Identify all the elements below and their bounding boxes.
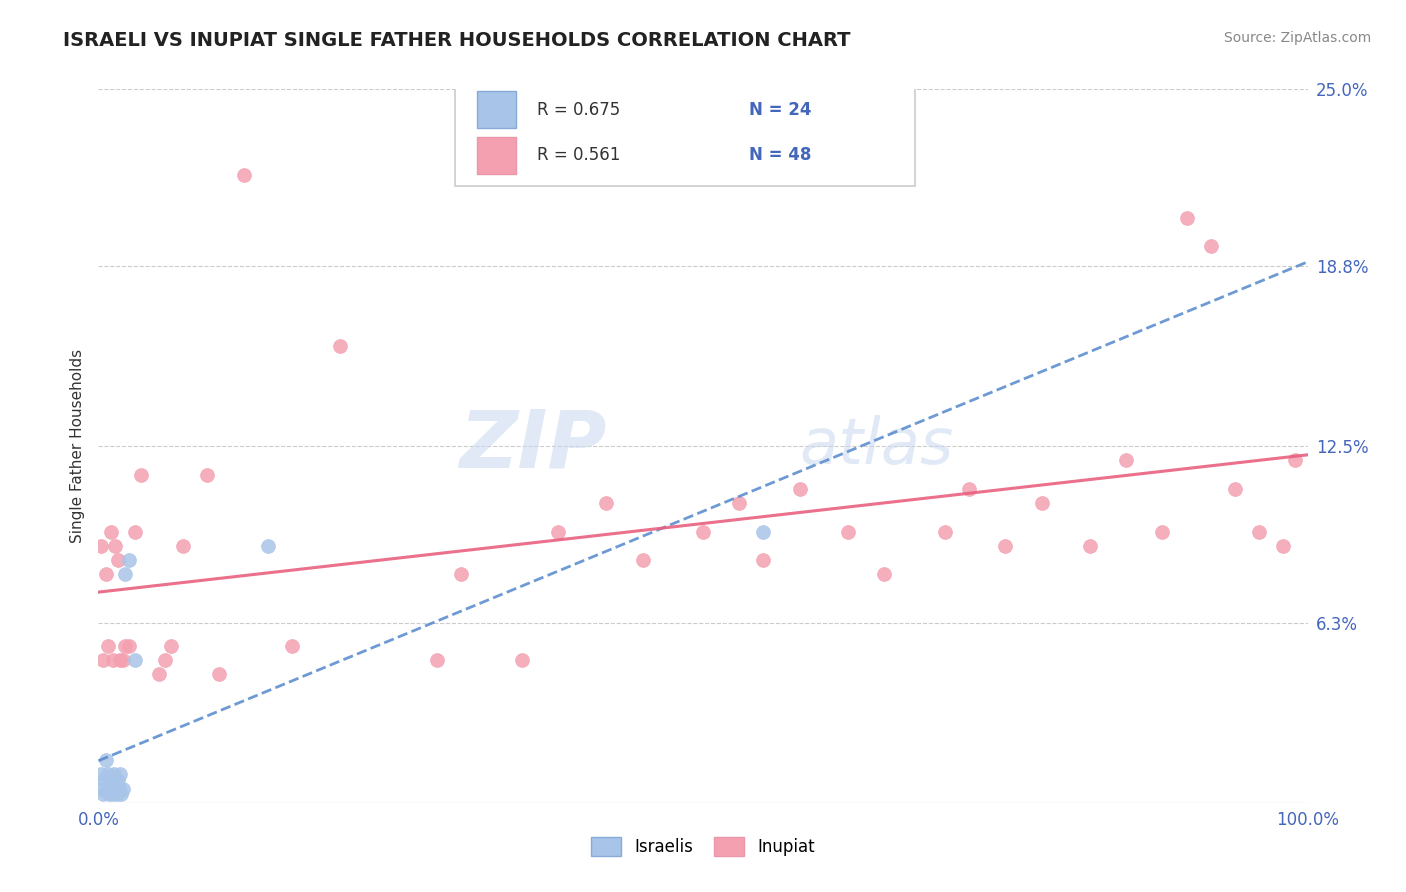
Point (129, 467, 152, 482)
Point (103, 767, 125, 781)
Text: R = 0.675: R = 0.675 (537, 101, 620, 119)
Point (1115, 453, 1137, 467)
Point (97, 639, 120, 653)
Point (232, 168, 254, 182)
Point (789, 482, 811, 496)
Point (547, 524, 569, 539)
Legend: Israelis, Inupiat: Israelis, Inupiat (582, 827, 824, 866)
Text: N = 48: N = 48 (749, 146, 811, 164)
Point (1249, 524, 1271, 539)
Point (96, 781, 118, 796)
Point (91, 787, 114, 801)
Point (692, 524, 714, 539)
Point (90, 539, 112, 553)
Point (1175, 211, 1198, 225)
Text: N = 24: N = 24 (749, 101, 811, 119)
Point (281, 639, 304, 653)
Point (114, 639, 136, 653)
Point (93, 772, 115, 787)
Point (97, 767, 120, 781)
Point (94, 567, 117, 582)
Point (90, 767, 112, 781)
Point (98, 787, 121, 801)
Point (107, 772, 129, 787)
Point (595, 496, 617, 510)
Point (114, 567, 136, 582)
Point (1078, 539, 1101, 553)
Point (195, 467, 218, 482)
FancyBboxPatch shape (477, 136, 516, 174)
Point (91, 653, 114, 667)
Point (994, 539, 1017, 553)
Point (107, 553, 129, 567)
Text: Source: ZipAtlas.com: Source: ZipAtlas.com (1223, 31, 1371, 45)
Text: ISRAELI VS INUPIAT SINGLE FATHER HOUSEHOLDS CORRELATION CHART: ISRAELI VS INUPIAT SINGLE FATHER HOUSEHO… (63, 31, 851, 50)
Point (1284, 453, 1306, 467)
Point (752, 553, 775, 567)
Point (153, 653, 176, 667)
Point (728, 496, 751, 510)
Point (104, 781, 127, 796)
FancyBboxPatch shape (456, 87, 915, 186)
Point (426, 653, 449, 667)
Point (91, 781, 114, 796)
Point (208, 667, 231, 681)
Text: R = 0.561: R = 0.561 (537, 146, 620, 164)
Point (105, 787, 128, 801)
Point (1152, 524, 1174, 539)
Text: atlas: atlas (800, 415, 955, 477)
Point (108, 767, 131, 781)
Point (101, 653, 124, 667)
Point (450, 567, 472, 582)
Point (111, 653, 134, 667)
Text: ZIP: ZIP (458, 407, 606, 485)
Point (124, 653, 146, 667)
Point (172, 539, 194, 553)
Point (118, 553, 141, 567)
Point (1199, 239, 1222, 253)
Point (160, 639, 183, 653)
Point (111, 781, 134, 796)
Point (1031, 496, 1053, 510)
Point (510, 653, 533, 667)
Point (124, 524, 146, 539)
Y-axis label: Single Father Households: Single Father Households (69, 349, 84, 543)
Point (94, 753, 117, 767)
Point (256, 539, 278, 553)
FancyBboxPatch shape (477, 91, 516, 128)
Point (100, 781, 122, 796)
Point (957, 482, 980, 496)
Point (104, 539, 127, 553)
Point (100, 772, 122, 787)
Point (1223, 482, 1246, 496)
Point (108, 781, 131, 796)
Point (148, 667, 170, 681)
Point (837, 524, 859, 539)
Point (108, 653, 131, 667)
Point (110, 787, 132, 801)
Point (1272, 539, 1295, 553)
Point (752, 524, 775, 539)
Point (118, 639, 141, 653)
Point (101, 787, 124, 801)
Point (329, 339, 352, 353)
Point (934, 524, 956, 539)
Point (631, 553, 654, 567)
Point (100, 524, 122, 539)
Point (873, 567, 896, 582)
